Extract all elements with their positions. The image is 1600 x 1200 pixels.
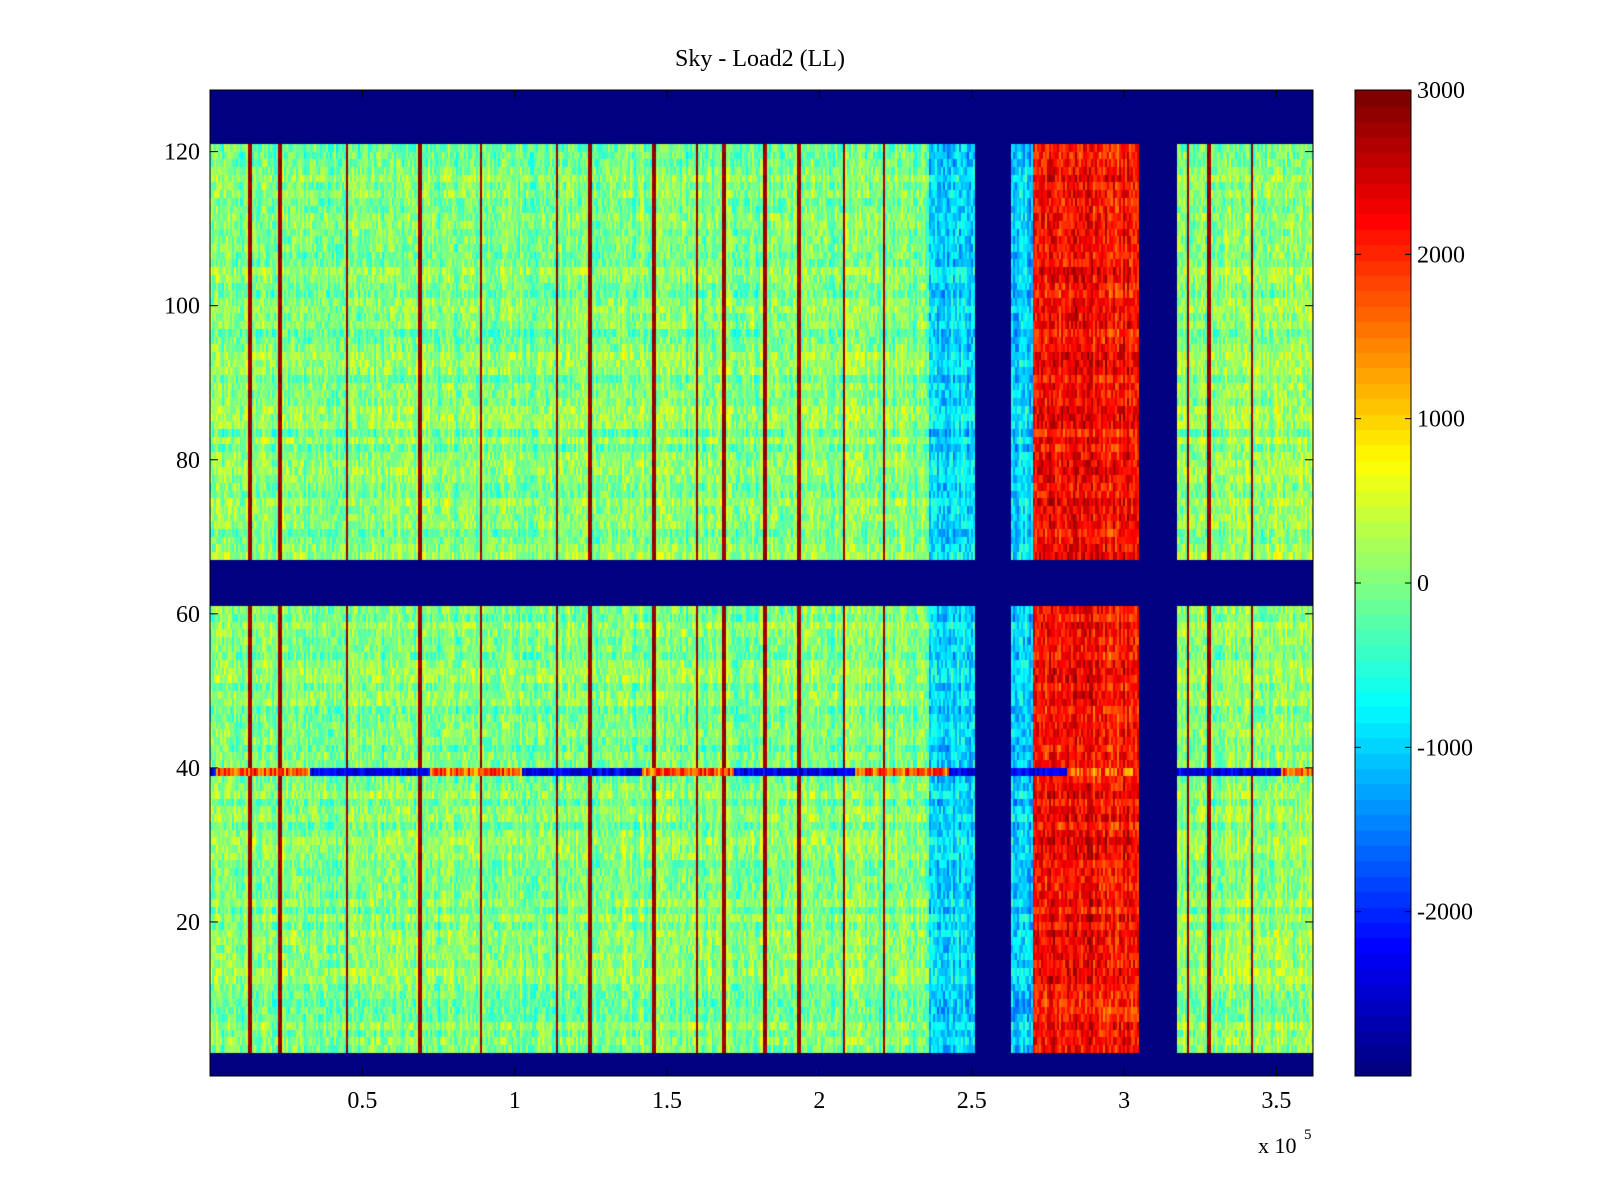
y-tick-label: 60 xyxy=(176,602,200,628)
x-tick-label: 3 xyxy=(1118,1088,1130,1114)
x-exponent-power: 5 xyxy=(1304,1127,1312,1143)
x-tick-label: 0.5 xyxy=(347,1088,377,1114)
chart-title: Sky - Load2 (LL) xyxy=(675,46,845,72)
colorbar-ticks: -2000 -1000 0 1000 2000 3000 xyxy=(1355,78,1473,926)
colorbar-tick-label: 1000 xyxy=(1417,407,1465,433)
y-tick-label: 20 xyxy=(176,910,200,936)
colorbar-tick-label: -2000 xyxy=(1417,900,1473,926)
x-tick-label: 3.5 xyxy=(1261,1088,1291,1114)
x-axis-ticks: 0.5 1 1.5 2 2.5 3 3.5 xyxy=(347,90,1291,1114)
x-tick-label: 1.5 xyxy=(652,1088,682,1114)
y-tick-label: 100 xyxy=(164,294,200,320)
colorbar-tick-label: 2000 xyxy=(1417,242,1465,268)
heatmap-image xyxy=(210,90,1313,1076)
colorbar-tick-label: -1000 xyxy=(1417,735,1473,761)
x-tick-label: 2 xyxy=(813,1088,825,1114)
x-tick-label: 1 xyxy=(509,1088,521,1114)
y-tick-label: 80 xyxy=(176,448,200,474)
y-tick-label: 40 xyxy=(176,756,200,782)
colorbar-frame xyxy=(1354,89,1412,1077)
y-axis-ticks: 20 40 60 80 100 120 xyxy=(164,140,1313,936)
colorbar-image xyxy=(1355,90,1411,1076)
y-tick-label: 120 xyxy=(164,140,200,166)
colorbar-tick-label: 0 xyxy=(1417,571,1429,597)
colorbar-tick-label: 3000 xyxy=(1417,78,1465,104)
plot-frame xyxy=(209,89,1314,1077)
x-exponent-label: x 10 xyxy=(1258,1133,1297,1158)
x-tick-label: 2.5 xyxy=(957,1088,987,1114)
